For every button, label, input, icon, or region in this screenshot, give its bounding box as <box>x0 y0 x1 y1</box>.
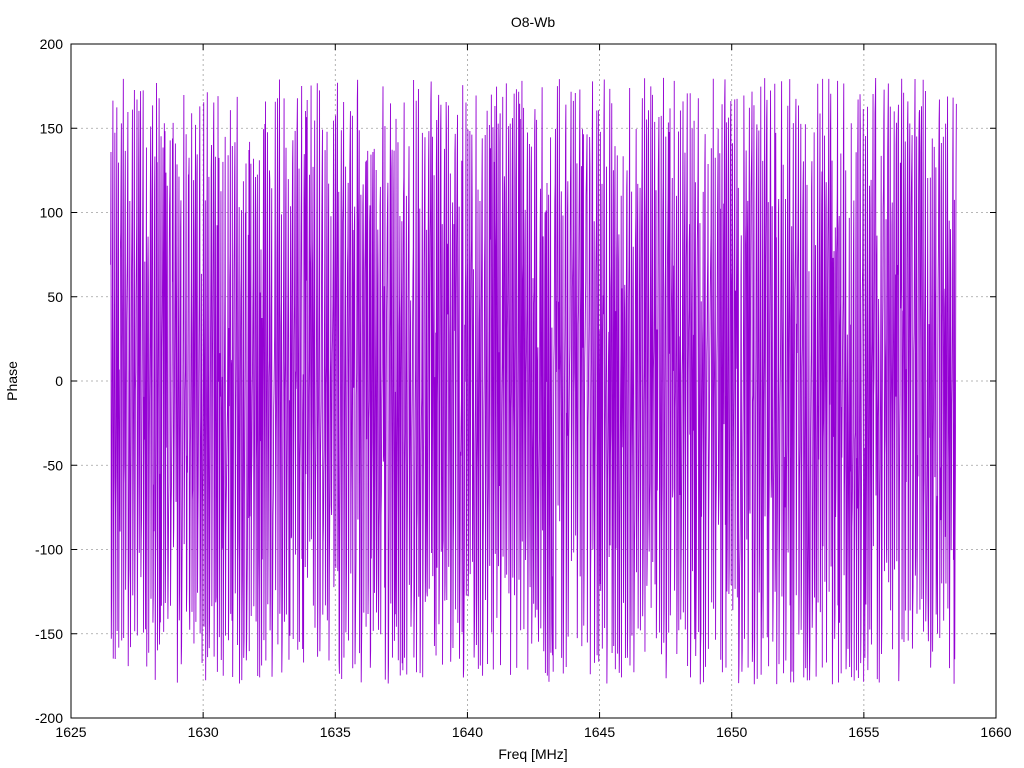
y-tick-labels: -200 -150 -100 -50 0 50 100 150 200 <box>35 36 63 726</box>
x-tick-label: 1660 <box>980 724 1011 740</box>
x-axis-label: Freq [MHz] <box>498 746 567 762</box>
x-tick-label: 1650 <box>716 724 747 740</box>
x-tick-label: 1625 <box>55 724 86 740</box>
x-tick-label: 1630 <box>188 724 219 740</box>
y-tick-label: 0 <box>55 373 63 389</box>
tick-marks <box>70 43 997 719</box>
y-tick-label: -200 <box>35 710 63 726</box>
y-tick-label: 200 <box>40 36 64 52</box>
x-tick-label: 1640 <box>452 724 483 740</box>
phase-series-line <box>110 77 957 685</box>
y-tick-label: 100 <box>40 205 64 221</box>
x-tick-label: 1645 <box>584 724 615 740</box>
x-tick-labels: 1625 1630 1635 1640 1645 1650 1655 1660 <box>55 724 1011 740</box>
y-tick-label: 50 <box>47 289 63 305</box>
x-tick-label: 1635 <box>320 724 351 740</box>
series-layer <box>110 77 957 685</box>
y-axis-label: Phase <box>4 361 20 401</box>
chart-title: O8-Wb <box>511 14 556 30</box>
y-tick-label: -150 <box>35 626 63 642</box>
x-tick-label: 1655 <box>848 724 879 740</box>
y-tick-label: 150 <box>40 120 64 136</box>
y-tick-label: -100 <box>35 542 63 558</box>
y-tick-label: -50 <box>43 457 63 473</box>
